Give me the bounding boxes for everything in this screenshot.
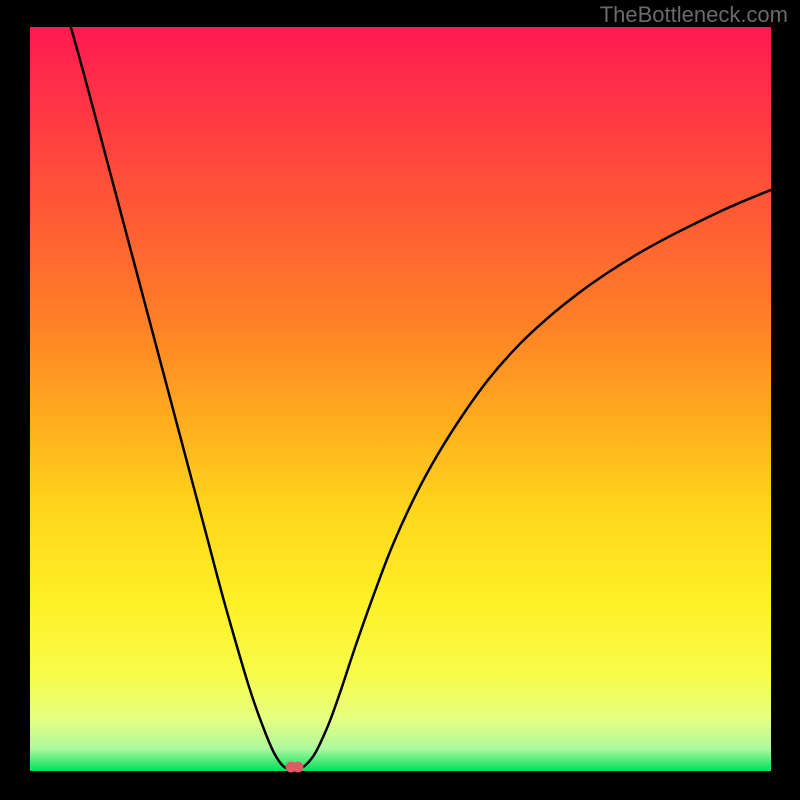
marker-dot (293, 761, 304, 772)
bottleneck-curve (0, 0, 800, 800)
curve-path (71, 27, 771, 769)
